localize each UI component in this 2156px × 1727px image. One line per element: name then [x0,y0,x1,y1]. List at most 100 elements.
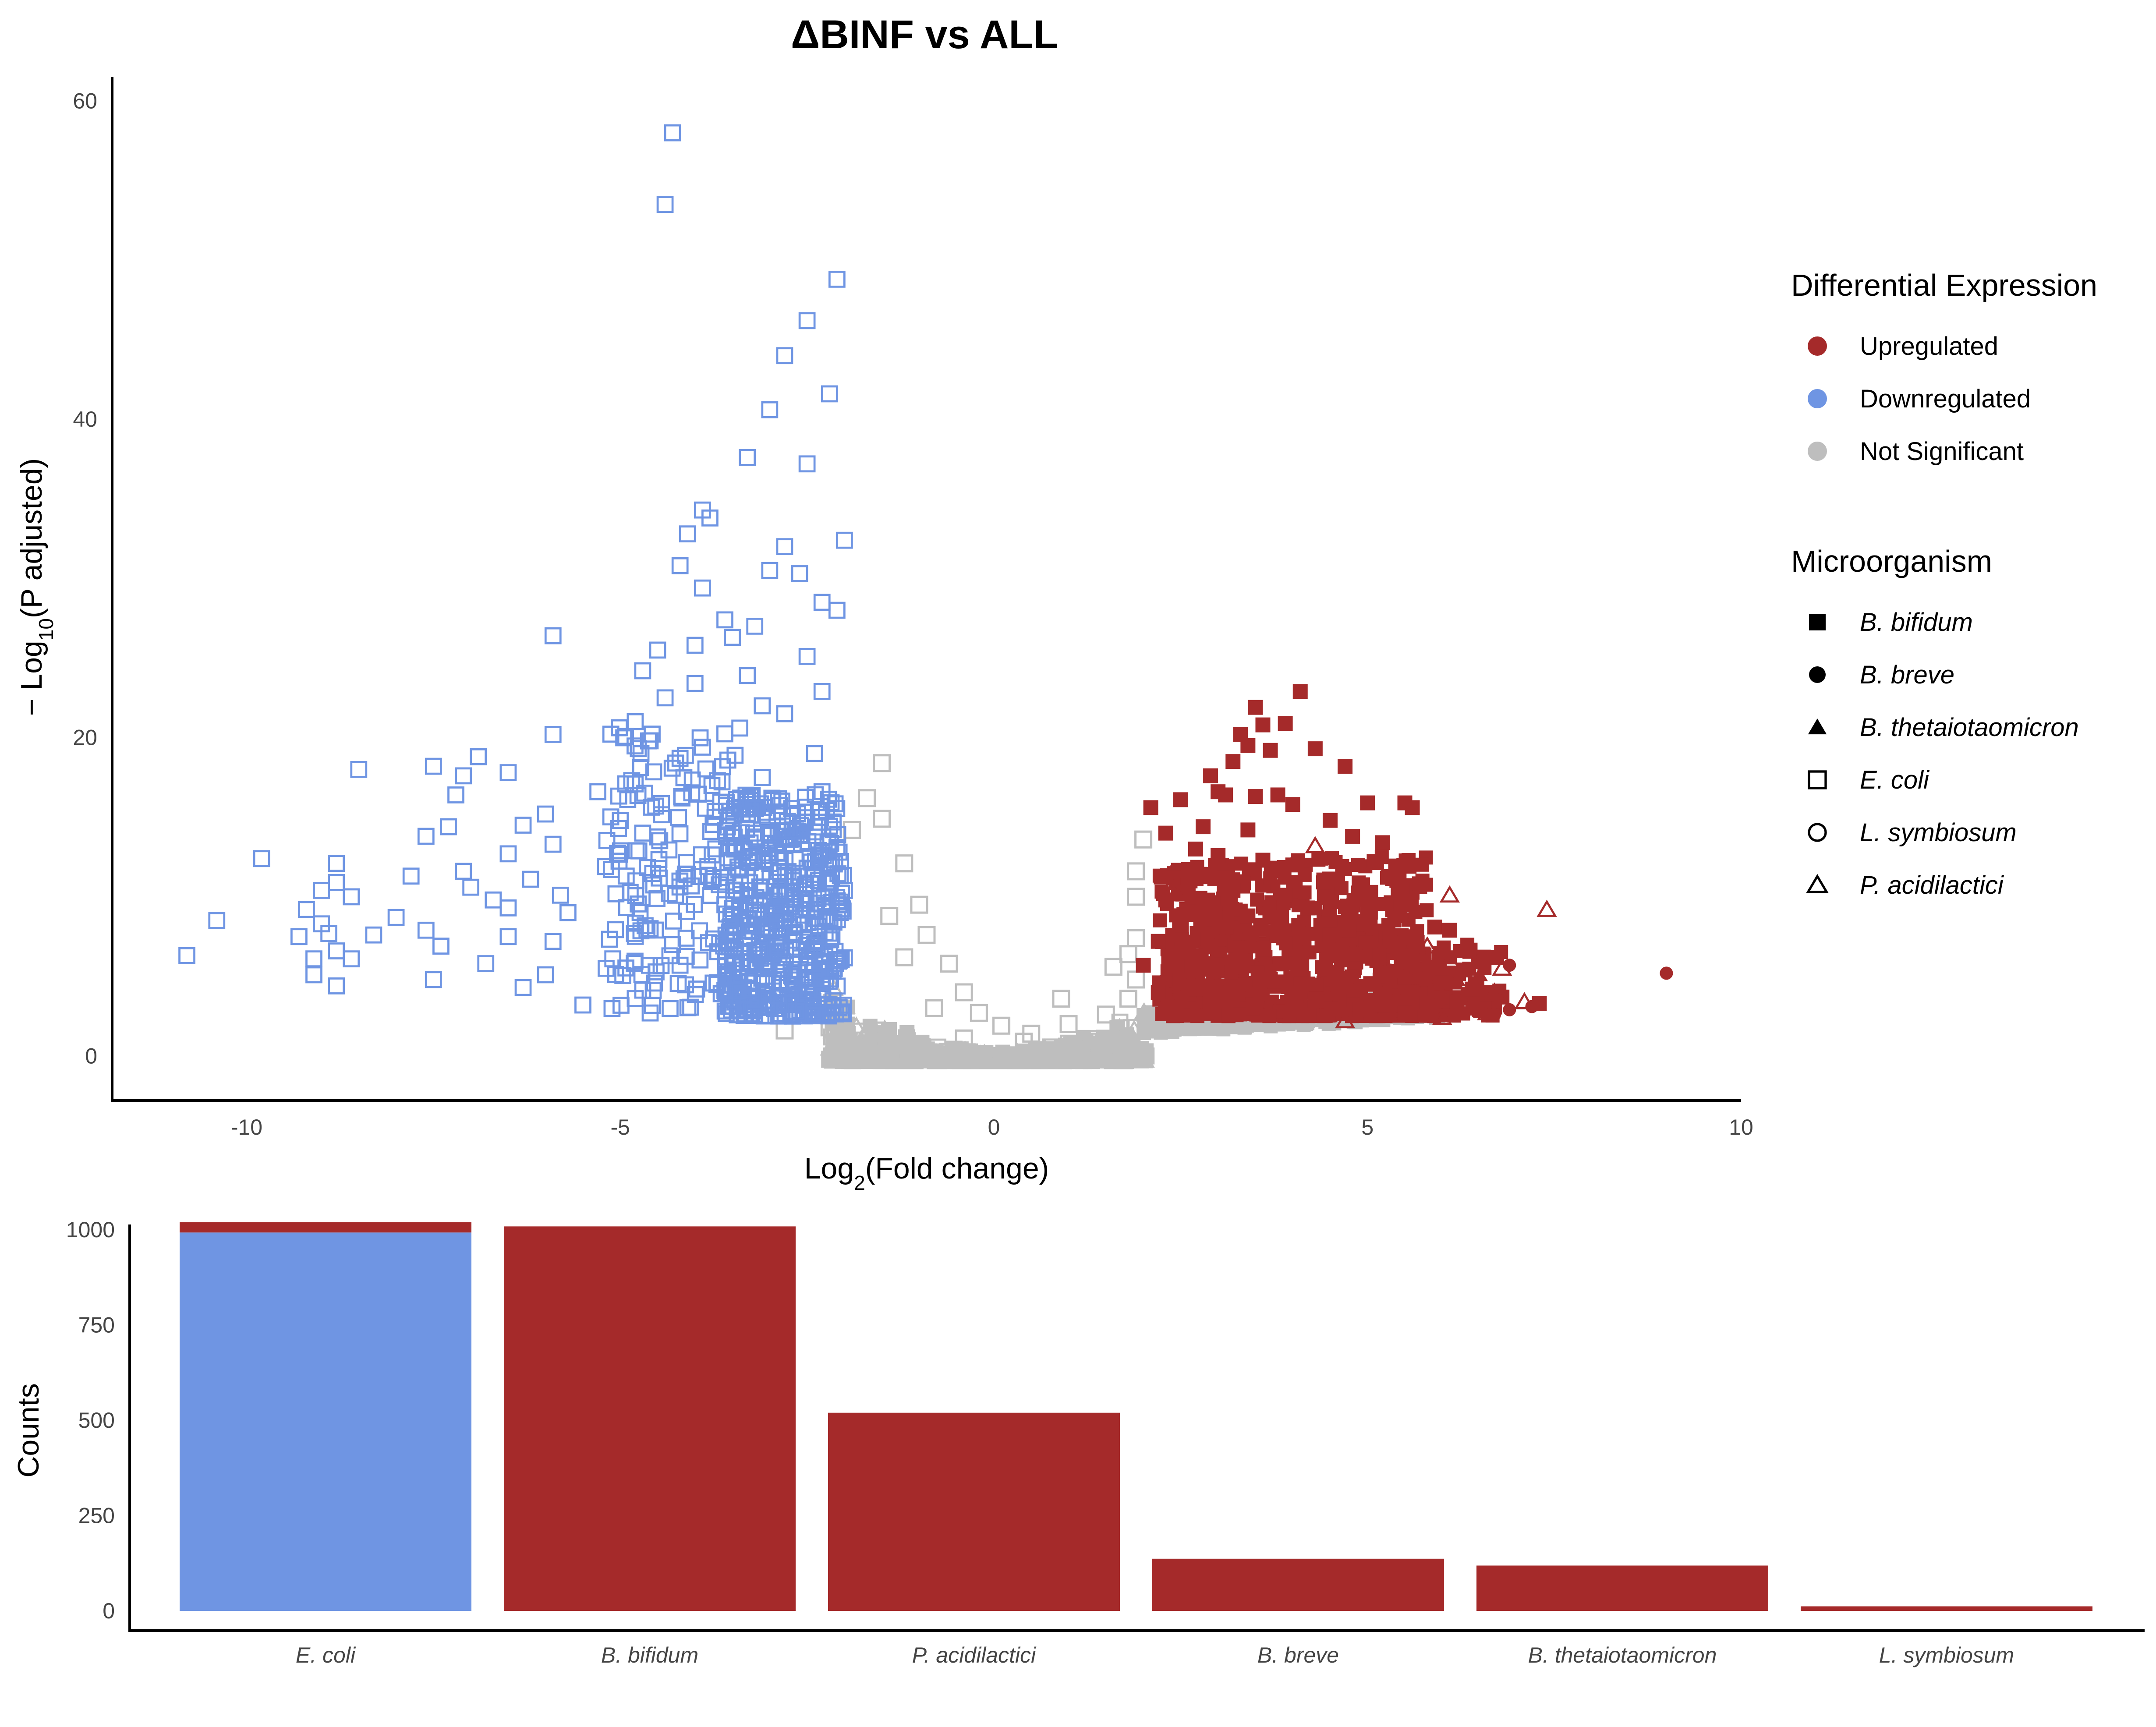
downregulated-point [208,912,226,929]
upregulated-point [1352,1002,1368,1017]
downregulated-point [725,892,743,909]
downregulated-point [313,882,330,899]
downregulated-point [754,769,771,786]
upregulated-point [1158,1002,1172,1016]
downregulated-point [725,807,743,824]
upregulated-point [1240,908,1256,924]
upregulated-point [1413,880,1427,894]
downregulated-point [425,757,442,775]
not-significant-point [885,1051,900,1066]
upregulated-point [1346,893,1361,907]
legend-differential-expression: Differential Expression Upregulated Downr… [1791,268,2097,466]
downregulated-point [644,982,662,999]
not-significant-point [955,1029,973,1048]
upregulated-point [1360,795,1375,810]
downregulated-point [440,818,457,835]
legend-shape-items: B. bifidum B. breve B. thetaiotaomicron E. … [1806,608,2079,899]
upregulated-point [1173,913,1188,928]
downregulated-point [720,963,737,980]
upregulated-point [1322,813,1338,828]
downregulated-point [676,747,694,764]
downregulated-point [798,648,816,665]
downregulated-point [675,769,693,786]
bar-upregulated [1152,1558,1444,1611]
downregulated-point [807,934,825,951]
not-significant-point [846,1016,867,1034]
downregulated-point [823,870,840,887]
not-significant-point [865,1021,884,1040]
downregulated-point [797,789,814,806]
bar-downregulated [180,1232,471,1611]
downregulated-point [825,821,842,839]
downregulated-point [754,697,771,715]
downregulated-point [627,842,645,860]
upregulated-point [1136,958,1151,973]
downregulated-point [779,813,796,830]
not-significant-point [1127,888,1145,906]
downregulated-point [671,750,689,767]
downregulated-point [647,921,664,939]
upregulated-point [1292,961,1308,976]
not-significant-point [1108,1030,1129,1048]
downregulated-point [821,385,838,403]
upregulated-point [1274,957,1289,972]
downregulated-point [746,917,763,935]
upregulated-point [1375,998,1390,1013]
upregulated-point [1432,1008,1453,1025]
downregulated-point [701,509,719,527]
downregulated-point [761,401,779,418]
upregulated-point [1476,1003,1498,1021]
downregulated-point [537,966,554,984]
downregulated-point [677,930,695,947]
upregulated-point [1208,906,1223,921]
downregulated-point [671,825,689,842]
downregulated-point [709,772,726,789]
upregulated-point [1387,913,1402,927]
downregulated-point [825,913,843,931]
downregulated-point [417,828,435,845]
downregulated-point [776,705,793,722]
downregulated-point [828,602,846,619]
downregulated-point [627,872,644,890]
bar-upregulated [1476,1565,1768,1611]
legend-shape-icon [1809,614,1826,630]
downregulated-point [615,729,632,747]
downregulated-point [726,747,744,764]
downregulated-point [612,812,629,829]
downregulated-point [798,809,816,826]
upregulated-point [1143,800,1158,815]
upregulated-point [1351,858,1365,872]
not-significant-point [1119,989,1138,1008]
downregulated-point [639,859,656,876]
downregulated-point [761,825,778,842]
downregulated-point [455,767,472,785]
upregulated-point [1196,897,1211,913]
downregulated-point [645,763,662,781]
downregulated-point [776,868,794,885]
upregulated-point [1285,797,1300,812]
downregulated-point [425,971,442,988]
downregulated-point [687,986,704,1003]
downregulated-point [768,987,786,1004]
downregulated-point [417,921,435,939]
legend-swatch [1808,389,1827,408]
bar-x-tick-label: L. symbiosum [1879,1643,2014,1667]
downregulated-point [791,565,808,582]
upregulated-point [1465,981,1480,997]
downregulated-point [822,835,839,852]
legend-label: Downregulated [1860,385,2031,413]
bar-y-tick-label: 750 [78,1313,115,1338]
downregulated-point [697,760,715,778]
not-significant-point [1015,1033,1033,1051]
downregulated-point [499,764,517,781]
upregulated-point [1328,855,1343,870]
upregulated-point [1417,936,1437,954]
not-significant-point [1134,1050,1155,1068]
downregulated-point [627,990,644,1007]
not-significant-point [1027,1048,1048,1066]
upregulated-point [1170,1005,1184,1019]
downregulated-point [832,904,849,921]
downregulated-point [699,858,717,875]
downregulated-point [499,899,517,917]
downregulated-point [821,961,838,979]
